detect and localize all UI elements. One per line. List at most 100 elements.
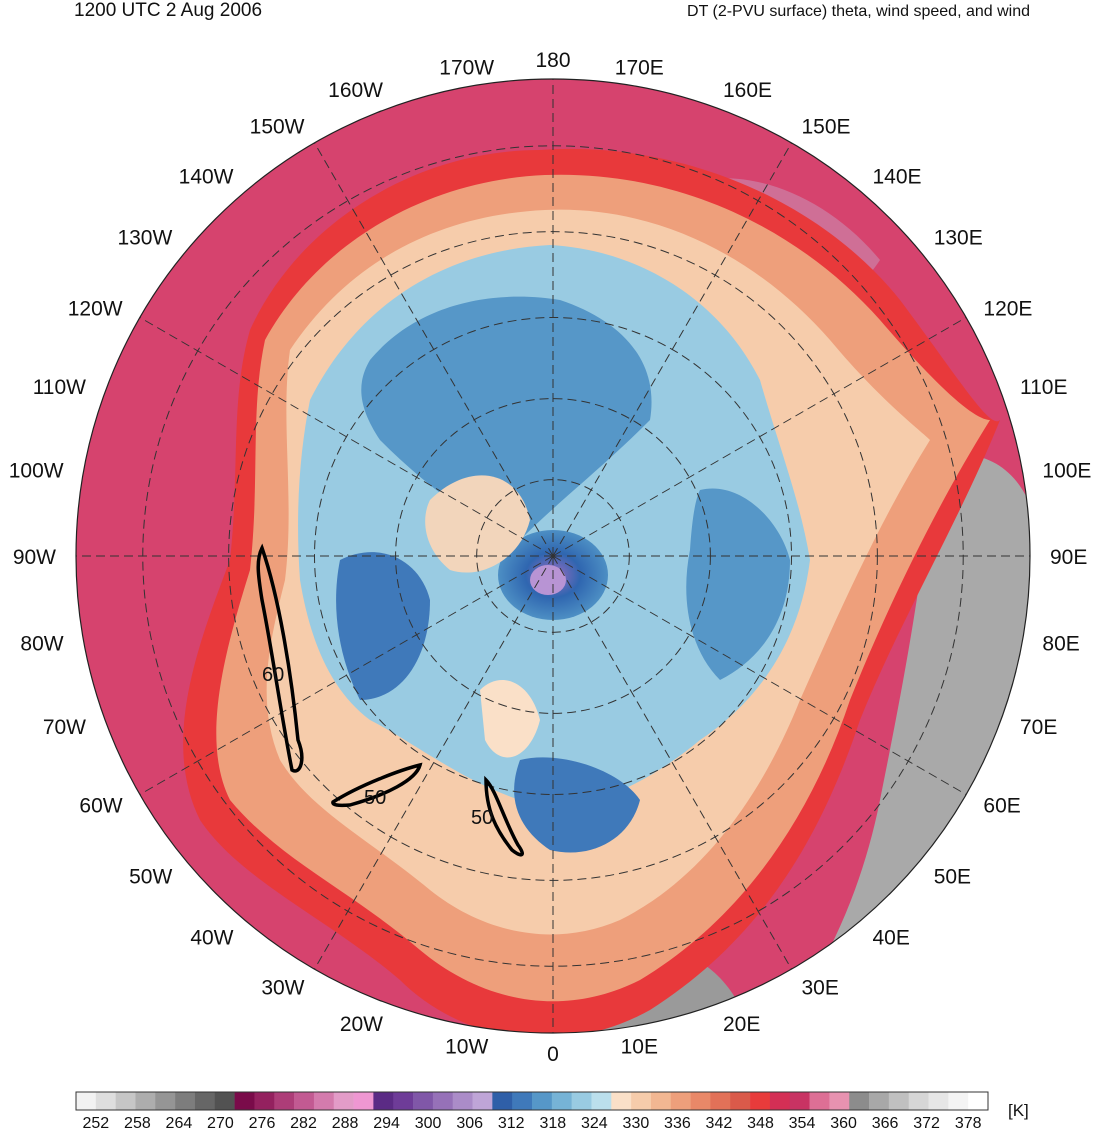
map-title: DT (2-PVU surface) theta, wind speed, an… (687, 3, 1030, 20)
colorbar-swatch (809, 1092, 830, 1110)
longitude-label: 150E (802, 116, 851, 139)
colorbar-swatch (76, 1092, 97, 1110)
colorbar-tick-label: 312 (498, 1115, 525, 1131)
longitude-label: 130W (117, 227, 172, 250)
latitude-circle (314, 317, 792, 795)
longitude-label: 70W (43, 716, 86, 739)
colorbar-swatch (274, 1092, 295, 1110)
field-ridge-atlantic (480, 680, 540, 758)
latitude-circle (476, 479, 630, 633)
colorbar-tick-label: 276 (249, 1115, 276, 1131)
colorbar-swatch (333, 1092, 354, 1110)
longitude-label: 120W (68, 298, 123, 321)
longitude-label: 80W (20, 632, 63, 655)
colorbar-swatch (690, 1092, 711, 1110)
longitude-label: 170E (615, 57, 664, 80)
colorbar-swatch (670, 1092, 691, 1110)
colorbar-swatch (214, 1092, 235, 1110)
field-blue-trough-2 (686, 488, 790, 680)
field-blue-trough-1 (361, 296, 652, 540)
longitude-label: 160W (328, 79, 383, 102)
colorbar-swatch (432, 1092, 453, 1110)
theta-colorbar: 252 258 264 270 276 282 288 294 300 306 312 318 324 3… (75, 1091, 989, 1131)
valid-time-label: 1200 UTC 2 Aug 2006 (74, 0, 263, 21)
longitude-label: 130E (934, 227, 983, 250)
colorbar-swatch (254, 1092, 275, 1110)
graticule (76, 79, 1030, 1033)
longitude-labels: 180 170E 160E 150E 140E 130E 120E 110E 100E 90E 80… (9, 49, 1092, 1066)
colorbar-swatch (631, 1092, 652, 1110)
longitude-label: 140W (179, 165, 234, 188)
latitude-circle (395, 398, 711, 714)
longitude-label: 50W (129, 866, 172, 889)
colorbar-swatch (413, 1092, 434, 1110)
colorbar-swatch (353, 1092, 374, 1110)
colorbar-swatch (115, 1092, 136, 1110)
colorbar-swatch (650, 1092, 672, 1110)
longitude-label: 120E (983, 298, 1032, 321)
colorbar-swatch (175, 1092, 196, 1110)
longitude-label: 40E (873, 927, 910, 950)
colorbar-tick-label: 258 (124, 1115, 151, 1131)
colorbar-swatch (789, 1092, 810, 1110)
colorbar-swatch (234, 1092, 255, 1110)
colorbar-swatch (551, 1092, 572, 1110)
colorbar-swatch (968, 1092, 989, 1110)
colorbar-swatch (750, 1092, 771, 1110)
colorbar-swatch (710, 1092, 731, 1110)
colorbar-swatch (194, 1092, 216, 1110)
colorbar-tick-label: 294 (373, 1115, 400, 1131)
colorbar-swatch (611, 1092, 632, 1110)
longitude-label: 60W (79, 795, 122, 818)
colorbar-tick-label: 252 (82, 1115, 109, 1131)
contour-label-50-iceland: 50 (471, 807, 493, 829)
colorbar-tick-label: 300 (415, 1115, 442, 1131)
longitude-label: 80E (1042, 632, 1079, 655)
field-ridge-greenland (425, 475, 530, 573)
colorbar-tick-label: 354 (789, 1115, 816, 1131)
meridian-line (552, 555, 967, 795)
colorbar-tick-label: 360 (830, 1115, 857, 1131)
jet-contour-50-atlantic (331, 762, 423, 808)
longitude-label: 30W (261, 976, 304, 999)
colorbar-swatch (591, 1092, 612, 1110)
colorbar-swatch (869, 1092, 890, 1110)
longitude-label: 70E (1020, 716, 1057, 739)
field-blue-trough-4 (514, 757, 640, 853)
colorbar-tick-label: 348 (747, 1115, 774, 1131)
map-boundary (75, 78, 1031, 1034)
colorbar-swatch (313, 1092, 335, 1110)
colorbar-tick-label: 336 (664, 1115, 691, 1131)
colorbar-swatch (512, 1092, 533, 1110)
longitude-label: 10E (621, 1035, 658, 1058)
colorbar-tick-label: 366 (872, 1115, 899, 1131)
colorbar-swatch (155, 1092, 176, 1110)
colorbar-swatch (829, 1092, 850, 1110)
jet-contour-50-iceland (484, 775, 524, 857)
longitude-label: 0 (547, 1043, 559, 1066)
longitude-label: 30E (802, 976, 839, 999)
colorbar-swatch (472, 1092, 493, 1110)
longitude-label: 110E (1020, 376, 1068, 399)
colorbar-swatch (492, 1092, 513, 1110)
colorbar-tick-label: 282 (290, 1115, 317, 1131)
colorbar-tick-label: 306 (456, 1115, 483, 1131)
longitude-label: 100W (9, 460, 64, 483)
colorbar-swatch (393, 1092, 414, 1110)
colorbar-swatch (948, 1092, 969, 1110)
longitude-label: 100E (1042, 460, 1091, 483)
longitude-label: 150W (250, 116, 305, 139)
meridian-line (552, 555, 792, 970)
colorbar-frame (75, 1091, 989, 1111)
meridian-line (314, 555, 554, 970)
theta-field (76, 79, 1030, 1033)
colorbar-tick-label: 378 (955, 1115, 982, 1131)
colorbar-tick-label: 270 (207, 1115, 234, 1131)
colorbar-swatch (908, 1092, 929, 1110)
colorbar-swatch (135, 1092, 156, 1110)
longitude-label: 20E (723, 1013, 760, 1036)
colorbar-tick-label: 330 (623, 1115, 650, 1131)
colorbar-tick-label: 372 (913, 1115, 940, 1131)
longitude-label: 140E (873, 165, 922, 188)
